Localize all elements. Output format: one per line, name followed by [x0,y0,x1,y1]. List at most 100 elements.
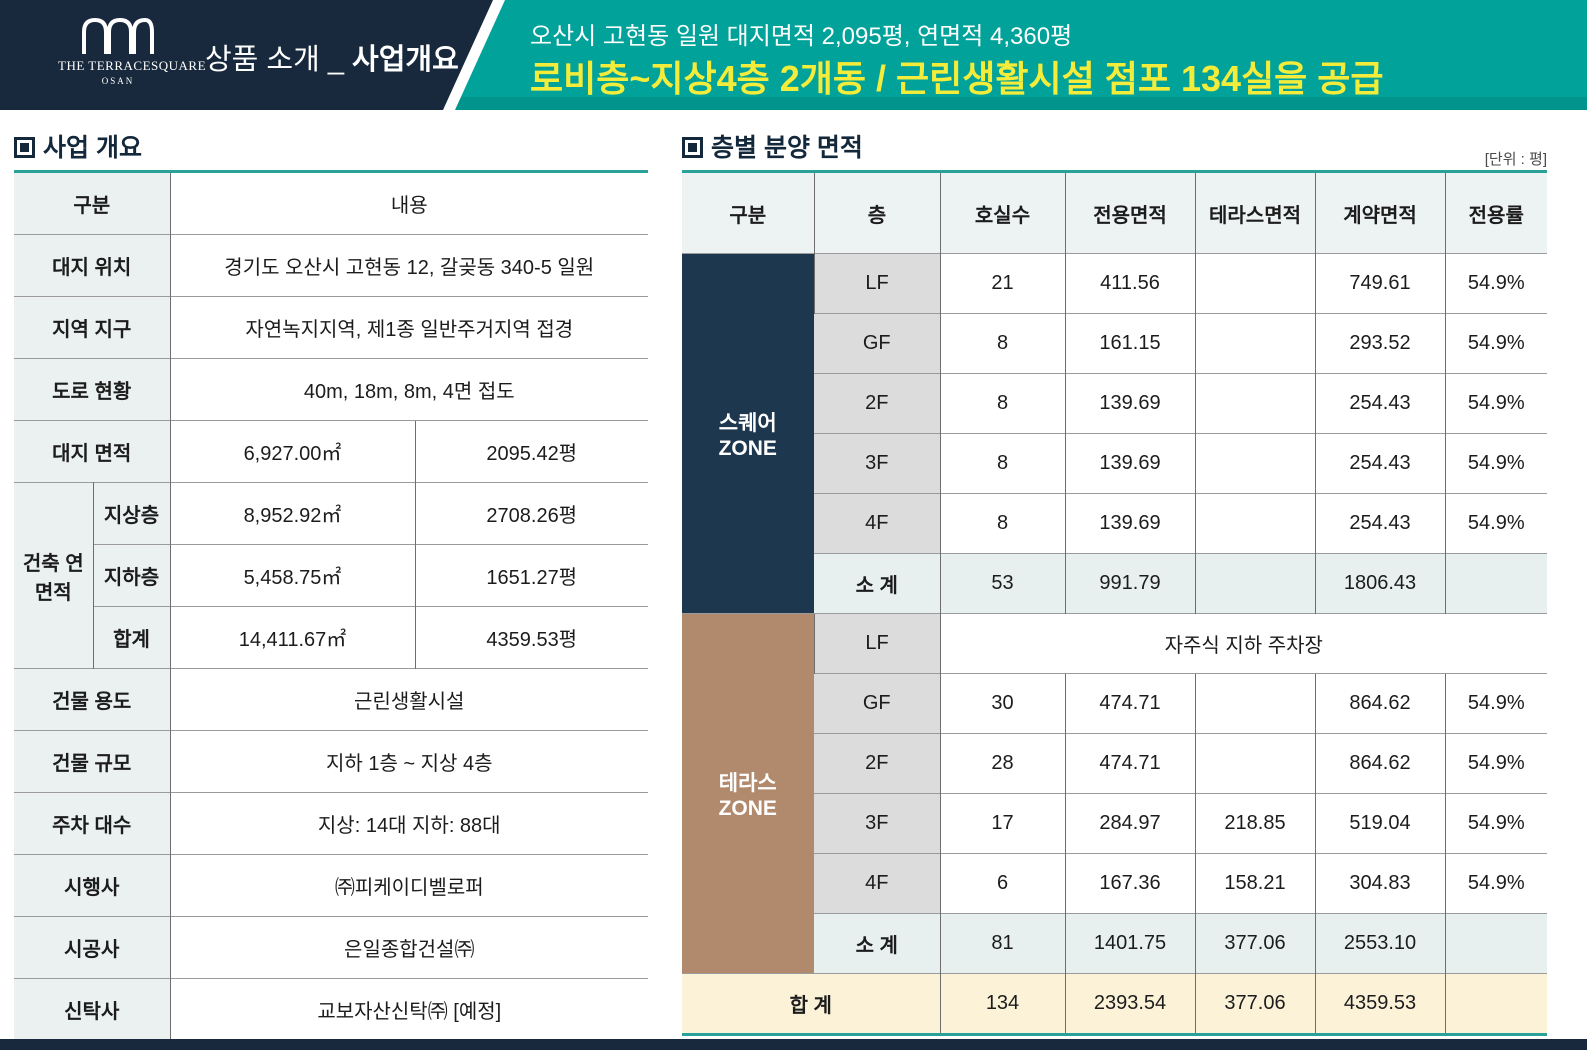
row-sub-label: 합계 [93,606,171,669]
floor-cell: 4F [814,493,940,554]
row-value: 근린생활시설 [170,668,648,731]
ratio-cell [1444,553,1547,614]
exclusive-area-cell: 139.69 [1064,433,1195,494]
project-overview-table: 구분 내용 대지 위치 경기도 오산시 고현동 12, 갈곶동 340-5 일원… [14,170,648,1043]
contract-area-cell: 304.83 [1314,853,1445,914]
table-row: 지하층 5,458.75㎡ 1651.27평 [14,544,648,607]
table-row: 4F 8 139.69 254.43 54.9% [682,493,1547,554]
header-summary-line: 오산시 고현동 일원 대지면적 2,095평, 연면적 4,360평 [530,23,1073,50]
logo-brand-text: THE TERRACESQUARE [58,58,207,73]
terrace-area-cell [1194,313,1315,374]
floor-cell: GF [814,313,940,374]
row-value-m2: 8,952.92㎡ [170,482,415,545]
ratio-cell: 54.9% [1444,793,1547,854]
header-navy-band [0,0,493,110]
col-header: 전용면적 [1064,171,1195,254]
table-row: GF 8 161.15 293.52 54.9% [682,313,1547,374]
row-value: 지하 1층 ~ 지상 4층 [170,730,648,793]
header-row: 구분 층 호실수 전용면적 테라스면적 계약면적 전용률 [682,171,1547,254]
units-cell: 28 [939,733,1065,794]
floor-cell: 2F [814,373,940,434]
table-row: GF 30 474.71 864.62 54.9% [682,673,1547,734]
table-row: 3F 8 139.69 254.43 54.9% [682,433,1547,494]
terrace-area-cell: 377.06 [1194,973,1315,1035]
col-header: 층 [813,171,940,254]
row-sub-label: 지하층 [93,544,171,607]
units-cell: 17 [939,793,1065,854]
col-header: 구분 [682,171,814,254]
row-value: 내용 [170,171,648,235]
table-row: 대지 면적 6,927.00㎡ 2095.42평 [14,420,648,483]
contract-area-cell: 293.52 [1314,313,1445,374]
table-row: 합계 14,411.67㎡ 4359.53평 [14,606,648,669]
exclusive-area-cell: 161.15 [1064,313,1195,374]
contract-area-cell: 254.43 [1314,493,1445,554]
floor-cell: LF [813,253,940,314]
col-header: 전용률 [1444,171,1547,254]
unit-note: [단위 : 평] [1484,151,1547,168]
row-label: 도로 현황 [14,358,171,421]
exclusive-area-cell: 2393.54 [1064,973,1195,1035]
contract-area-cell: 254.43 [1314,373,1445,434]
ratio-cell: 54.9% [1444,673,1547,734]
terrace-area-cell [1194,733,1315,794]
floor-cell: 2F [814,733,940,794]
row-value: 지상: 14대 지하: 88대 [170,792,648,855]
row-value: 경기도 오산시 고현동 12, 갈곶동 340-5 일원 [170,234,648,297]
logo-sub-text: OSAN [101,76,135,86]
ratio-cell [1444,973,1547,1035]
row-label: 시공사 [14,916,171,979]
row-value-pyeong: 1651.27평 [414,544,648,607]
left-section-title-text: 사업 개요 [43,134,142,162]
row-label: 신탁사 [14,978,171,1042]
ratio-cell: 54.9% [1444,853,1547,914]
units-cell: 8 [939,373,1065,434]
brand-logo: THE TERRACESQUARE OSAN [58,16,207,86]
units-cell: 8 [939,313,1065,374]
table-row: 2F 8 139.69 254.43 54.9% [682,373,1547,434]
table-row: 구분 내용 [14,171,648,235]
subtotal-row: 소 계 53 991.79 1806.43 [682,553,1547,614]
row-value-pyeong: 4359.53평 [414,606,648,669]
exclusive-area-cell: 991.79 [1064,553,1195,614]
floor-cell: 3F [814,793,940,854]
row-group-label: 건축 연면적 [14,482,94,669]
table-row: 신탁사 교보자산신탁㈜ [예정] [14,978,648,1042]
terrace-area-cell [1194,553,1315,614]
terrace-area-cell [1194,253,1315,314]
row-label: 건물 규모 [14,730,171,793]
table-row: 3F 17 284.97 218.85 519.04 54.9% [682,793,1547,854]
row-value-m2: 6,927.00㎡ [170,420,415,483]
ratio-cell [1444,913,1547,974]
row-label: 지역 지구 [14,296,171,359]
exclusive-area-cell: 284.97 [1064,793,1195,854]
units-cell: 134 [939,973,1065,1035]
units-cell: 8 [939,433,1065,494]
exclusive-area-cell: 474.71 [1064,673,1195,734]
ratio-cell: 54.9% [1444,733,1547,794]
table-row: 건물 용도 근린생활시설 [14,668,648,731]
contract-area-cell: 519.04 [1314,793,1445,854]
ratio-cell: 54.9% [1444,373,1547,434]
row-value-m2: 14,411.67㎡ [170,606,415,669]
header-highlight-line: 로비층~지상4층 2개동 / 근린생활시설 점포 134실을 공급 [530,58,1384,99]
table-row: 건축 연면적 지상층 8,952.92㎡ 2708.26평 [14,482,648,669]
col-header: 테라스면적 [1194,171,1315,254]
row-value: ㈜피케이디벨로퍼 [170,854,648,917]
terrace-area-cell: 377.06 [1194,913,1315,974]
ratio-cell: 54.9% [1444,493,1547,554]
right-section-title: 층별 분양 면적 [682,128,863,164]
row-value: 교보자산신탁㈜ [예정] [170,978,648,1042]
contract-area-cell: 749.61 [1314,253,1445,314]
row-label: 건물 용도 [14,668,171,731]
contract-area-cell: 864.62 [1314,733,1445,794]
row-value: 자연녹지지역, 제1종 일반주거지역 접경 [170,296,648,359]
exclusive-area-cell: 139.69 [1064,373,1195,434]
row-value-pyeong: 2708.26평 [414,482,648,545]
units-cell: 53 [939,553,1065,614]
col-header: 호실수 [939,171,1065,254]
floor-area-table: 구분 층 호실수 전용면적 테라스면적 계약면적 전용률 스퀘어 ZONE LF… [682,170,1547,1036]
table-row: 건물 규모 지하 1층 ~ 지상 4층 [14,730,648,793]
exclusive-area-cell: 167.36 [1064,853,1195,914]
table-row: 2F 28 474.71 864.62 54.9% [682,733,1547,794]
